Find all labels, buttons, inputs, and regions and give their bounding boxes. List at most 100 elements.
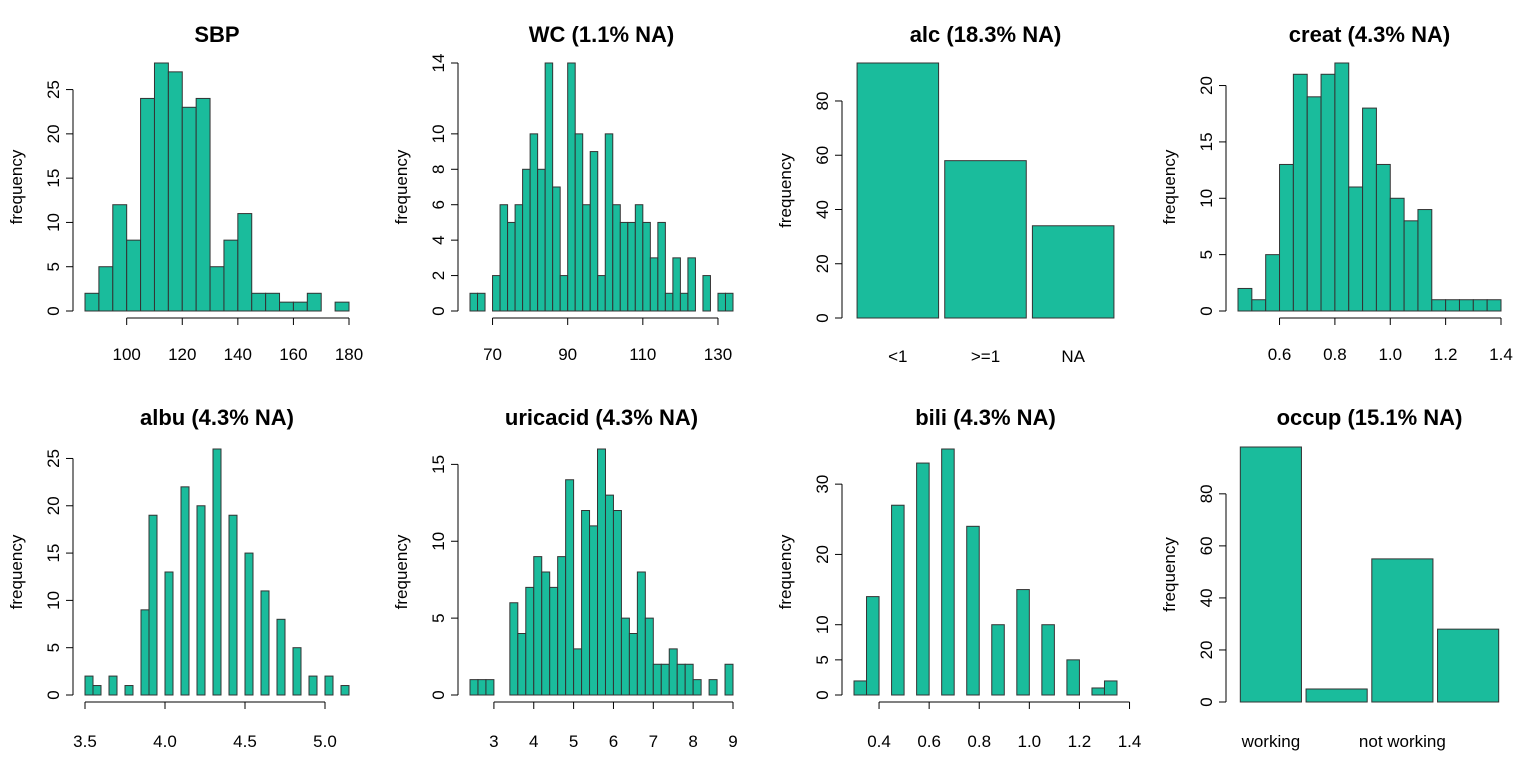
x-tick-label: 3.5 bbox=[73, 732, 97, 751]
histogram-bar bbox=[522, 168, 531, 312]
histogram-bar bbox=[477, 292, 486, 312]
chart-title: occup (15.1% NA) bbox=[1277, 405, 1463, 430]
category-bar bbox=[1031, 225, 1115, 319]
histogram-bar bbox=[469, 679, 479, 696]
histogram-bar bbox=[589, 525, 599, 696]
histogram-bar bbox=[581, 510, 591, 696]
x-tick-label: 0.8 bbox=[967, 732, 991, 751]
histogram-bar bbox=[279, 301, 294, 312]
x-tick-label: 4.0 bbox=[153, 732, 177, 751]
histogram-bar bbox=[634, 204, 644, 312]
chart-panel-8: occup (15.1% NA) working not working 0 20 40 6… bbox=[1160, 405, 1500, 751]
y-tick-label: 10 bbox=[44, 591, 63, 610]
y-tick-label: 60 bbox=[1197, 536, 1216, 555]
histogram-bar bbox=[657, 221, 666, 312]
histogram-bar bbox=[724, 292, 734, 312]
histogram-bar bbox=[1445, 299, 1460, 312]
y-tick-label: 20 bbox=[1197, 640, 1216, 659]
y-tick-label: 8 bbox=[429, 165, 448, 174]
y-tick-label: 0 bbox=[44, 306, 63, 315]
histogram-bar bbox=[517, 633, 527, 696]
histogram-bar bbox=[604, 494, 614, 696]
histogram-bar bbox=[533, 556, 543, 696]
histogram-bar bbox=[1334, 62, 1350, 312]
histogram-bar bbox=[544, 62, 554, 312]
y-tick-label: 60 bbox=[813, 146, 832, 165]
histogram-bar bbox=[529, 133, 539, 312]
y-tick-label: 0 bbox=[813, 313, 832, 322]
histogram-bar bbox=[642, 221, 651, 312]
histogram-bar bbox=[196, 505, 206, 696]
histogram-bar bbox=[164, 571, 174, 696]
category-label: working bbox=[1241, 732, 1301, 751]
chart-panel-1: SBP 100 120 140 160 180 0 5 10 15 20 25 frequency bbox=[7, 22, 363, 364]
x-tick-label: 1.0 bbox=[1018, 732, 1042, 751]
histogram-bar bbox=[1091, 687, 1105, 696]
y-axis-label: frequency bbox=[392, 534, 411, 609]
x-tick-label: 130 bbox=[704, 345, 732, 364]
histogram-bar bbox=[717, 292, 726, 312]
histogram-bar bbox=[589, 151, 599, 312]
y-tick-label: 0 bbox=[1197, 306, 1216, 315]
histogram-bar bbox=[126, 239, 142, 312]
y-tick-label: 80 bbox=[813, 92, 832, 111]
x-tick-label: 0.6 bbox=[917, 732, 941, 751]
histogram-bar bbox=[209, 266, 225, 312]
category-bar bbox=[944, 160, 1027, 319]
y-tick-label: 25 bbox=[44, 80, 63, 99]
histogram-bar bbox=[228, 514, 238, 696]
x-tick-label: 8 bbox=[688, 732, 697, 751]
y-tick-label: 0 bbox=[429, 690, 448, 699]
x-tick-label: 1.0 bbox=[1378, 345, 1402, 364]
y-axis-label: frequency bbox=[7, 534, 26, 609]
x-tick-label: 6 bbox=[609, 732, 618, 751]
histogram-bar bbox=[276, 618, 286, 696]
histogram-bar bbox=[195, 97, 211, 312]
histogram-bar bbox=[112, 204, 128, 312]
y-tick-label: 25 bbox=[44, 449, 63, 468]
histogram-bar bbox=[597, 275, 606, 312]
histogram-bar bbox=[619, 221, 629, 312]
histogram-bar bbox=[181, 106, 197, 312]
category-bar bbox=[1305, 688, 1368, 703]
histogram-bar bbox=[559, 275, 569, 312]
histogram-bar bbox=[1306, 96, 1322, 312]
histogram-bar bbox=[98, 266, 114, 312]
x-tick-label: 1.4 bbox=[1489, 345, 1513, 364]
y-tick-label: 80 bbox=[1197, 484, 1216, 503]
histogram-bar bbox=[891, 504, 905, 696]
x-tick-label: 0.4 bbox=[867, 732, 891, 751]
histogram-bar bbox=[292, 301, 308, 312]
category-label: NA bbox=[1061, 347, 1085, 366]
y-tick-label: 6 bbox=[429, 200, 448, 209]
histogram-bar bbox=[649, 257, 659, 312]
histogram-bar bbox=[153, 62, 169, 312]
histogram-bar bbox=[308, 675, 318, 696]
histogram-bar bbox=[477, 679, 487, 696]
x-tick-label: 3 bbox=[489, 732, 498, 751]
y-tick-label: 15 bbox=[429, 455, 448, 474]
category-bar bbox=[856, 62, 940, 319]
histogram-bar bbox=[1458, 299, 1474, 312]
histogram-bar bbox=[306, 292, 322, 312]
histogram-bar bbox=[237, 213, 253, 312]
y-tick-label: 0 bbox=[44, 690, 63, 699]
y-tick-label: 20 bbox=[813, 254, 832, 273]
y-tick-label: 20 bbox=[44, 496, 63, 515]
histogram-bar bbox=[509, 602, 519, 696]
histogram-bar bbox=[492, 275, 501, 312]
histogram-bar bbox=[251, 292, 267, 312]
histogram-bar bbox=[84, 292, 100, 312]
y-tick-label: 15 bbox=[44, 544, 63, 563]
category-bar bbox=[1371, 558, 1434, 703]
y-tick-label: 10 bbox=[44, 213, 63, 232]
histogram-bar bbox=[664, 292, 674, 312]
histogram-bar bbox=[574, 133, 584, 312]
histogram-bar bbox=[573, 648, 583, 696]
y-tick-label: 0 bbox=[813, 690, 832, 699]
histogram-bar bbox=[212, 448, 222, 696]
histogram-bar bbox=[525, 586, 535, 696]
y-tick-label: 5 bbox=[44, 262, 63, 271]
histogram-bar bbox=[260, 590, 270, 696]
histogram-bar bbox=[485, 679, 495, 696]
